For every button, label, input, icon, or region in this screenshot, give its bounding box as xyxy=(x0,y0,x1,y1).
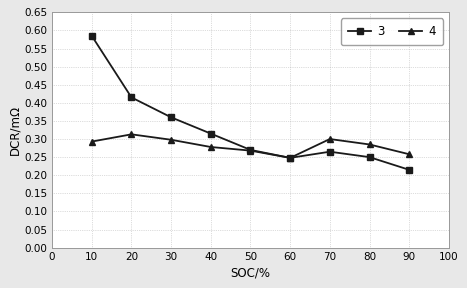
3 xyxy=(287,156,293,160)
4 xyxy=(89,140,95,143)
X-axis label: SOC/%: SOC/% xyxy=(231,267,270,280)
3 xyxy=(248,148,253,151)
Y-axis label: DCR/mΩ: DCR/mΩ xyxy=(8,105,21,155)
4 xyxy=(406,153,412,156)
Legend: 3, 4: 3, 4 xyxy=(341,18,443,46)
3 xyxy=(208,132,213,135)
4 xyxy=(327,137,333,141)
4 xyxy=(128,132,134,136)
4 xyxy=(248,149,253,152)
Line: 3: 3 xyxy=(89,33,412,173)
4 xyxy=(367,143,372,146)
4 xyxy=(287,156,293,160)
3 xyxy=(128,96,134,99)
3 xyxy=(168,115,174,119)
3 xyxy=(89,34,95,38)
4 xyxy=(208,145,213,149)
3 xyxy=(367,156,372,159)
3 xyxy=(327,150,333,154)
3 xyxy=(406,168,412,172)
Line: 4: 4 xyxy=(88,131,413,161)
4 xyxy=(168,138,174,141)
